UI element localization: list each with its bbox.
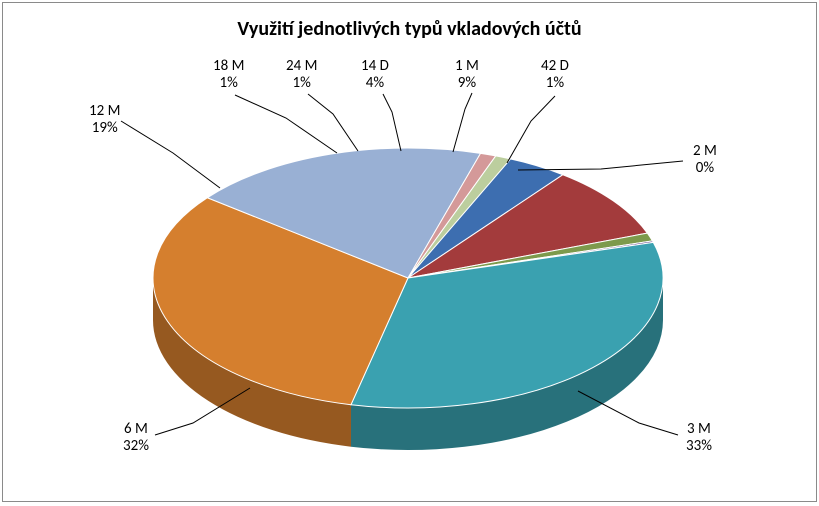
data-label-name: 18 M	[213, 58, 244, 75]
data-label-percent: 0%	[693, 160, 717, 177]
data-label-percent: 19%	[89, 120, 120, 137]
data-label-name: 12 M	[89, 103, 120, 120]
chart-container: Využití jednotlivých typů vkladových účt…	[2, 2, 817, 502]
leader-line	[383, 94, 401, 151]
data-label-percent: 9%	[455, 75, 479, 92]
data-label-name: 2 M	[693, 143, 717, 160]
data-label-name: 3 M	[686, 421, 712, 438]
data-label: 18 M1%	[213, 58, 244, 93]
data-label-name: 24 M	[286, 58, 317, 75]
data-label-percent: 33%	[686, 438, 712, 455]
data-label: 3 M33%	[686, 421, 712, 456]
data-label-name: 6 M	[123, 421, 149, 438]
data-label-name: 42 D	[541, 58, 569, 75]
leader-line	[235, 95, 337, 153]
data-label-percent: 1%	[213, 75, 244, 92]
data-label-percent: 1%	[286, 75, 317, 92]
data-label-percent: 4%	[361, 75, 389, 92]
data-label-percent: 32%	[123, 438, 149, 455]
data-label: 12 M19%	[89, 103, 120, 138]
data-label: 42 D1%	[541, 58, 569, 93]
data-label: 24 M1%	[286, 58, 317, 93]
data-label-percent: 1%	[541, 75, 569, 92]
data-label-name: 14 D	[361, 58, 389, 75]
leader-line	[507, 96, 555, 163]
data-label: 1 M9%	[455, 58, 479, 93]
leader-line	[121, 121, 220, 188]
leader-line	[308, 94, 358, 151]
data-label-name: 1 M	[455, 58, 479, 75]
data-label: 14 D4%	[361, 58, 389, 93]
data-label: 2 M0%	[693, 143, 717, 178]
leader-line	[453, 93, 472, 152]
data-label: 6 M32%	[123, 421, 149, 456]
